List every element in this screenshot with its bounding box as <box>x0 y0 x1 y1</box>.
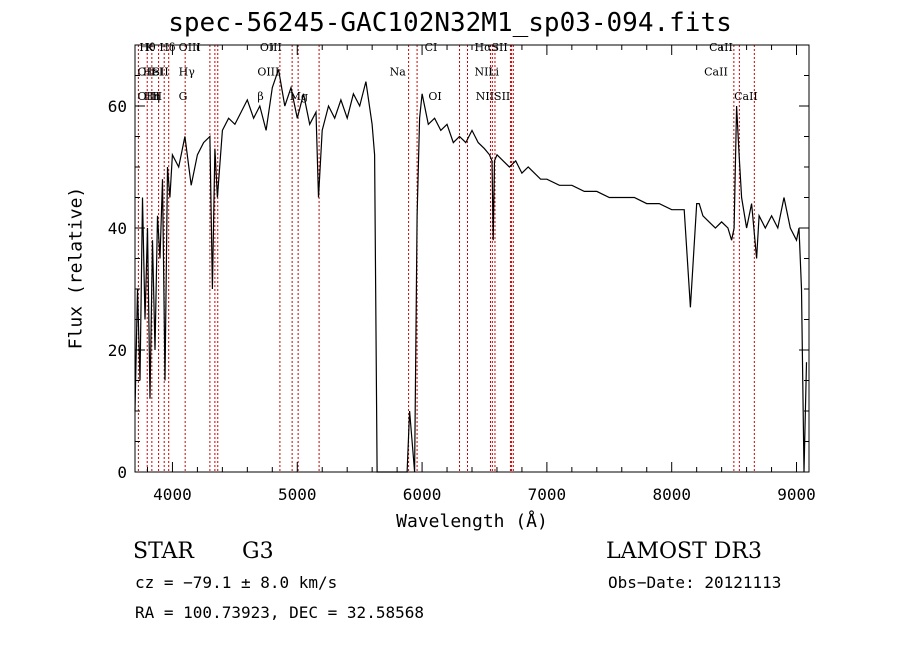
y-tick-label: 0 <box>117 463 127 482</box>
spectral-line-label: Hθ <box>139 41 156 54</box>
x-tick-label: 5000 <box>278 485 317 504</box>
coordinates: RA = 100.73923, DEC = 32.58568 <box>135 603 424 622</box>
object-subclass: G3 <box>242 539 274 564</box>
spectral-line-label: OII <box>137 66 155 79</box>
spectral-line-label: β <box>257 90 263 103</box>
spectral-line-label: G <box>179 90 188 103</box>
spectral-line-label: Hγ <box>179 66 196 79</box>
spectral-line-label: CI <box>425 41 438 54</box>
chart-title: spec-56245-GAC102N32M1_sp03-094.fits <box>168 8 732 38</box>
spectral-line-label: OI <box>428 90 441 103</box>
x-tick-label: 8000 <box>652 485 691 504</box>
survey-name: LAMOST DR3 <box>606 539 762 564</box>
spectrum-line <box>134 69 808 473</box>
spectral-line-label: HeI <box>143 66 163 79</box>
spectral-line-label: NII <box>474 66 492 79</box>
spectral-line-label: Hη <box>144 90 160 103</box>
observation-date: Obs−Date: 20121113 <box>608 573 782 592</box>
spectral-line-label: Mg <box>290 90 308 103</box>
y-tick-label: 60 <box>108 97 127 116</box>
spectral-line-label: OIII <box>179 41 201 54</box>
spectral-line-label: Na <box>390 66 407 79</box>
spectral-line-label: CaII <box>734 90 758 103</box>
object-class: STAR <box>133 539 194 564</box>
spectral-line-label: K <box>145 41 154 54</box>
y-axis-label: Flux (relative) <box>65 186 87 350</box>
x-tick-label: 6000 <box>403 485 442 504</box>
x-axis-label: Wavelength (Å) <box>396 511 548 532</box>
spectral-line-label: NIISII <box>476 90 511 103</box>
x-tick-label: 7000 <box>528 485 567 504</box>
spectral-line-label: OIII <box>257 66 279 79</box>
spectral-line-label: Li <box>488 66 499 79</box>
plot-frame <box>134 44 810 473</box>
spectral-line-label: OIII <box>137 90 159 103</box>
y-tick-label: 20 <box>108 341 127 360</box>
x-tick-label: 4000 <box>153 485 192 504</box>
y-tick-label: 40 <box>108 219 127 238</box>
spectral-line-label: HαSII <box>474 41 507 54</box>
x-tick-label: 9000 <box>777 485 816 504</box>
spectral-line-label: CaII <box>704 66 728 79</box>
spectral-line-label: Hδ <box>159 41 176 54</box>
spectral-line-label: OIII <box>260 41 282 54</box>
spectral-line-label: H <box>152 90 162 103</box>
spectral-line-label: CaII <box>709 41 733 54</box>
redshift-value: cz = −79.1 ± 8.0 km/s <box>135 573 338 592</box>
spectral-line-label: SII <box>152 66 168 79</box>
